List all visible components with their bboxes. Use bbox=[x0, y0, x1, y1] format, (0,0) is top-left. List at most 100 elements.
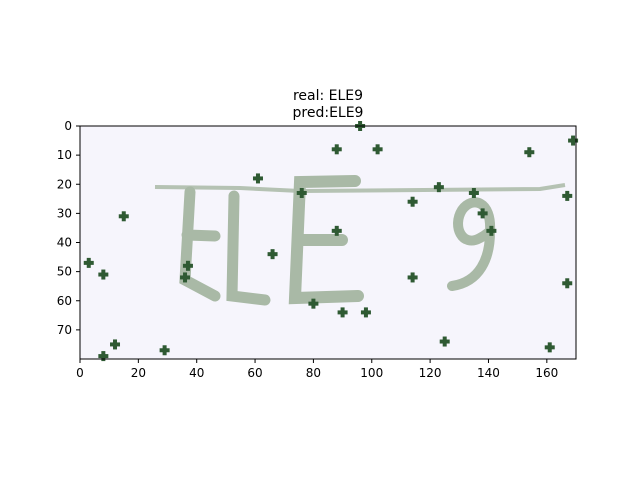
noise-pixel bbox=[547, 342, 552, 347]
x-tick-label: 120 bbox=[419, 366, 442, 380]
noise-pixel bbox=[183, 278, 188, 283]
noise-pixel bbox=[489, 225, 494, 230]
noise-pixel bbox=[101, 354, 106, 359]
noise-pixel bbox=[547, 348, 552, 353]
x-tick-label: 100 bbox=[360, 366, 383, 380]
noise-pixel bbox=[86, 257, 91, 262]
noise-pixel bbox=[314, 301, 319, 306]
noise-pixel bbox=[568, 281, 573, 286]
noise-pixel bbox=[83, 260, 88, 265]
noise-pixel bbox=[334, 150, 339, 155]
noise-pixel bbox=[101, 272, 106, 277]
noise-pixel bbox=[547, 345, 552, 350]
noise-pixel bbox=[436, 185, 441, 190]
noise-pixel bbox=[86, 260, 91, 265]
title-pred: pred:ELE9 bbox=[293, 105, 364, 121]
x-tick-label: 140 bbox=[477, 366, 500, 380]
noise-pixel bbox=[562, 281, 567, 286]
noise-pixel bbox=[358, 127, 363, 131]
noise-pixel bbox=[565, 196, 570, 201]
noise-pixel bbox=[334, 147, 339, 152]
noise-pixel bbox=[299, 187, 304, 192]
noise-pixel bbox=[527, 150, 532, 155]
noise-pixel bbox=[270, 249, 275, 254]
noise-pixel bbox=[86, 263, 91, 268]
noise-pixel bbox=[565, 281, 570, 286]
noise-pixel bbox=[299, 193, 304, 198]
noise-pixel bbox=[480, 211, 485, 216]
noise-pixel bbox=[98, 272, 103, 277]
noise-pixel bbox=[378, 147, 383, 152]
noise-pixel bbox=[121, 211, 126, 216]
noise-pixel bbox=[337, 310, 342, 315]
y-tick-label: 70 bbox=[57, 323, 72, 337]
noise-pixel bbox=[471, 193, 476, 198]
noise-pixel bbox=[182, 263, 187, 268]
noise-pixel bbox=[162, 345, 167, 350]
noise-pixel bbox=[273, 252, 278, 257]
noise-pixel bbox=[565, 193, 570, 198]
noise-pixel bbox=[98, 354, 103, 359]
noise-pixel bbox=[483, 211, 488, 216]
noise-pixel bbox=[101, 275, 106, 280]
captcha-image bbox=[79, 121, 579, 362]
noise-pixel bbox=[113, 339, 118, 344]
noise-pixel bbox=[565, 190, 570, 195]
noise-pixel bbox=[436, 182, 441, 187]
noise-pixel bbox=[270, 252, 275, 257]
y-tick-label: 10 bbox=[57, 148, 72, 162]
noise-pixel bbox=[121, 217, 126, 222]
noise-pixel bbox=[442, 342, 447, 347]
x-tick-label: 0 bbox=[76, 366, 84, 380]
noise-pixel bbox=[436, 188, 441, 193]
noise-pixel bbox=[413, 199, 418, 204]
noise-pixel bbox=[118, 214, 123, 219]
noise-pixel bbox=[372, 147, 377, 152]
noise-pixel bbox=[407, 275, 412, 280]
noise-pixel bbox=[185, 266, 190, 271]
noise-pixel bbox=[439, 185, 444, 190]
noise-pixel bbox=[565, 284, 570, 289]
noise-pixel bbox=[101, 351, 106, 356]
noise-pixel bbox=[410, 202, 415, 207]
noise-pixel bbox=[544, 345, 549, 350]
noise-pixel bbox=[113, 342, 118, 347]
noise-pixel bbox=[489, 231, 494, 236]
noise-pixel bbox=[410, 272, 415, 277]
noise-pixel bbox=[363, 313, 368, 318]
noise-pixel bbox=[296, 190, 301, 195]
noise-pixel bbox=[433, 185, 438, 190]
x-tick-label: 160 bbox=[535, 366, 558, 380]
noise-pixel bbox=[180, 275, 185, 280]
noise-pixel bbox=[477, 211, 482, 216]
noise-pixel bbox=[527, 153, 532, 158]
noise-pixel bbox=[159, 348, 164, 353]
y-tick-label: 50 bbox=[57, 265, 72, 279]
noise-pixel bbox=[334, 228, 339, 233]
noise-pixel bbox=[442, 339, 447, 344]
noise-pixel bbox=[410, 196, 415, 201]
noise-pixel bbox=[110, 342, 115, 347]
noise-pixel bbox=[331, 147, 336, 152]
noise-pixel bbox=[162, 348, 167, 353]
noise-pixel bbox=[308, 301, 313, 306]
noise-pixel bbox=[186, 275, 191, 280]
noise-pixel bbox=[571, 135, 576, 140]
noise-pixel bbox=[340, 307, 345, 312]
noise-pixel bbox=[375, 144, 380, 149]
noise-pixel bbox=[410, 199, 415, 204]
noise-pixel bbox=[89, 260, 94, 265]
y-tick-label: 60 bbox=[57, 294, 72, 308]
noise-pixel bbox=[311, 301, 316, 306]
noise-pixel bbox=[471, 187, 476, 192]
noise-pixel bbox=[337, 147, 342, 152]
noise-pixel bbox=[445, 339, 450, 344]
noise-pixel bbox=[165, 348, 170, 353]
noise-pixel bbox=[255, 173, 260, 178]
noise-pixel bbox=[568, 193, 573, 198]
noise-pixel bbox=[439, 339, 444, 344]
noise-pixel bbox=[162, 351, 167, 356]
noise-pixel bbox=[358, 121, 363, 125]
